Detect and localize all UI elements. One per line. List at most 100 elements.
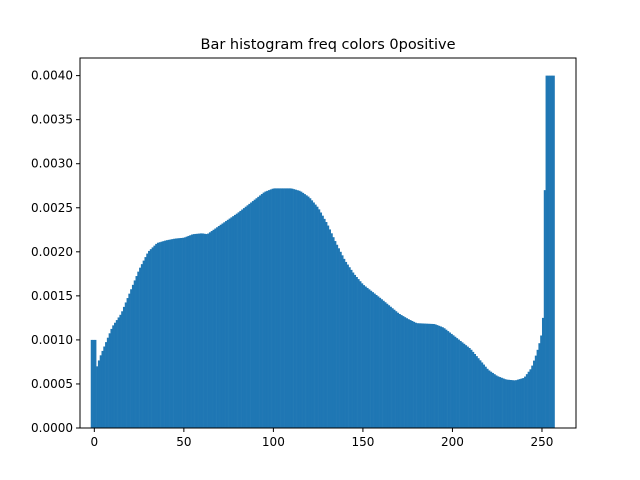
histogram-bar: [529, 369, 532, 428]
histogram-bar: [287, 188, 290, 428]
histogram-bar: [117, 317, 120, 428]
histogram-bar: [422, 323, 425, 428]
histogram-bar: [105, 342, 108, 428]
histogram-bar: [250, 202, 253, 428]
histogram-bar: [262, 192, 265, 428]
histogram-bar: [155, 243, 158, 428]
histogram-bar: [217, 226, 220, 428]
histogram-bar: [447, 331, 450, 428]
histogram-bar: [182, 237, 185, 428]
histogram-bar: [353, 274, 357, 428]
histogram-bar: [114, 322, 117, 428]
histogram-bar: [298, 190, 301, 428]
y-tick-label: 0.0010: [31, 333, 73, 347]
histogram-bar: [473, 354, 477, 428]
histogram-bar: [148, 250, 151, 428]
histogram-bar: [242, 208, 246, 428]
histogram-bar: [486, 368, 489, 428]
histogram-bar: [293, 189, 296, 428]
histogram-bar: [434, 324, 437, 428]
histogram-bar: [441, 327, 444, 428]
histogram-bar: [260, 194, 263, 428]
histogram-bar: [90, 339, 93, 428]
histogram-bar: [266, 190, 269, 428]
histogram-bar: [101, 350, 104, 428]
histogram-bar: [214, 228, 217, 428]
histogram-bar: [339, 251, 342, 428]
histogram-bar: [189, 235, 192, 428]
histogram-bar: [208, 232, 212, 428]
histogram-bar: [468, 348, 471, 428]
histogram-bar: [438, 325, 441, 428]
y-tick-label: 0.0000: [31, 421, 73, 435]
histogram-bar: [334, 241, 337, 428]
histogram-bar: [439, 326, 442, 428]
histogram-bar: [278, 188, 281, 428]
histogram-bar: [303, 194, 306, 428]
histogram-bar: [384, 302, 387, 428]
histogram-bar: [275, 188, 278, 428]
histogram-bar: [271, 188, 274, 428]
histogram-bar: [257, 196, 260, 428]
histogram-bar: [223, 222, 226, 428]
histogram-bar: [345, 261, 348, 428]
histogram-bar: [386, 303, 389, 428]
histogram-bar: [416, 323, 419, 428]
histogram-bar: [407, 319, 410, 428]
histogram-bar: [547, 75, 550, 429]
histogram-bar: [157, 242, 160, 428]
histogram-bar: [219, 224, 222, 428]
histogram-bar: [115, 320, 118, 428]
histogram-bar: [398, 314, 401, 428]
histogram-bar: [534, 355, 537, 428]
histogram-bar: [448, 332, 451, 428]
histogram-bar: [285, 188, 289, 428]
y-tick-label: 0.0040: [31, 69, 73, 83]
histogram-bar: [395, 311, 398, 428]
histogram-bar: [461, 342, 464, 428]
histogram-bar: [396, 312, 400, 428]
histogram-bar: [269, 189, 272, 428]
histogram-bar: [121, 311, 124, 428]
histogram-bar: [212, 229, 215, 428]
histogram-bar: [314, 204, 317, 428]
histogram-bar: [241, 209, 244, 428]
histogram-bar: [92, 339, 95, 428]
histogram-bar: [131, 284, 135, 428]
histogram-bar: [174, 238, 177, 428]
histogram-bar: [164, 240, 167, 428]
histogram-bar: [103, 346, 106, 428]
histogram-bar: [302, 192, 305, 428]
histogram-bar: [509, 379, 512, 428]
histogram-bar: [500, 377, 503, 428]
histogram-bar: [205, 234, 208, 428]
histogram-bar: [337, 248, 340, 428]
histogram-bar: [348, 267, 351, 428]
histogram-bar: [110, 328, 113, 428]
histogram-bar: [289, 188, 292, 428]
histogram-bar: [370, 290, 373, 428]
histogram-bar: [201, 233, 204, 428]
y-tick-label: 0.0015: [31, 289, 73, 303]
histogram-bar: [409, 320, 412, 428]
histogram-bar: [149, 249, 152, 428]
histogram-bar: [490, 371, 493, 428]
histogram-bar: [246, 205, 249, 428]
histogram-bar: [282, 188, 285, 428]
histogram-bar: [309, 198, 312, 428]
histogram-bar: [248, 203, 251, 428]
histogram-bar: [545, 75, 548, 429]
histogram-bar: [499, 377, 502, 428]
histogram-bar: [404, 317, 407, 428]
histogram-bar: [173, 238, 176, 428]
histogram-bar: [139, 267, 142, 428]
histogram-bar: [361, 283, 364, 428]
histogram-bar: [414, 322, 417, 428]
histogram-bar: [522, 378, 525, 428]
histogram-bar: [518, 379, 521, 428]
histogram-bar: [316, 206, 319, 428]
histogram-bar: [251, 201, 254, 428]
histogram-bar: [327, 225, 330, 428]
y-tick-label: 0.0025: [31, 201, 73, 215]
histogram-bar: [268, 190, 271, 428]
